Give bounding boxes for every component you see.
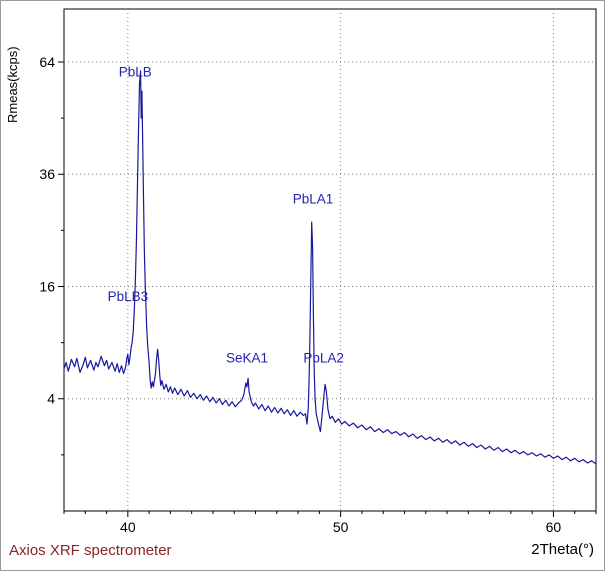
y-tick-label: 36 <box>39 166 55 182</box>
y-tick-label: 4 <box>47 391 55 407</box>
plot-area <box>63 8 597 512</box>
peak-label-seka1: SeKA1 <box>226 351 268 366</box>
x-tick-label: 60 <box>546 519 562 535</box>
spectrum-line <box>63 70 597 465</box>
x-tick-label: 40 <box>120 519 136 535</box>
instrument-caption: Axios XRF spectrometer <box>9 542 172 559</box>
peak-label-pbla1: PbLA1 <box>293 192 334 207</box>
peak-label-pblb3: PbLB3 <box>108 289 149 304</box>
peak-label-pblb: PbLB <box>119 64 152 79</box>
y-tick-label: 16 <box>39 278 55 294</box>
x-axis-title: 2Theta(°) <box>531 541 594 558</box>
y-axis-title: Rmeas(kcps) <box>5 46 20 123</box>
y-tick-label: 64 <box>39 54 55 70</box>
peak-label-pbla2: PbLA2 <box>303 351 344 366</box>
x-tick-label: 50 <box>333 519 349 535</box>
